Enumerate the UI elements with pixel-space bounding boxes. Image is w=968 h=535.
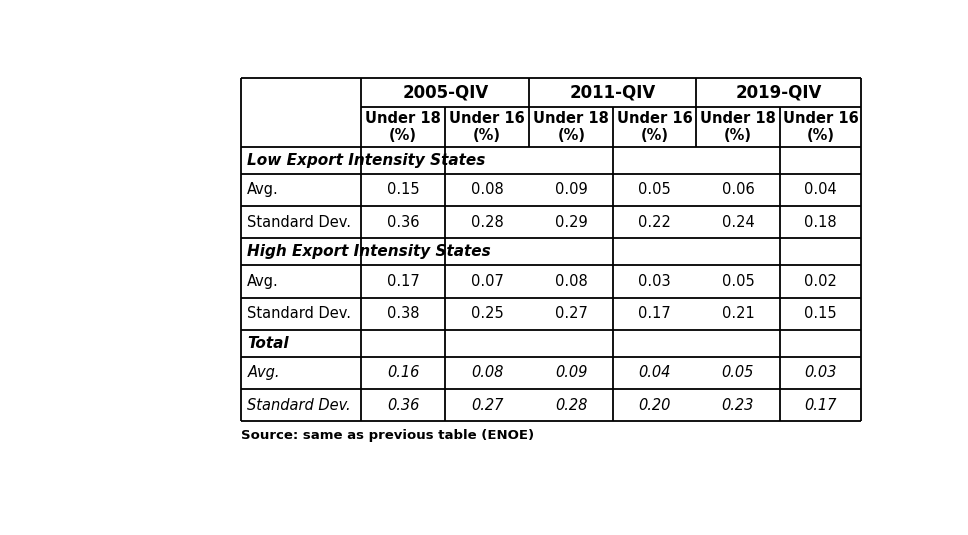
Text: Under 18: Under 18 bbox=[365, 111, 441, 126]
Text: 2011-QIV: 2011-QIV bbox=[569, 83, 656, 101]
Text: 0.08: 0.08 bbox=[555, 274, 588, 289]
Text: 0.05: 0.05 bbox=[721, 274, 754, 289]
Text: High Export Intensity States: High Export Intensity States bbox=[248, 244, 491, 259]
Text: 0.29: 0.29 bbox=[555, 215, 588, 230]
Text: (%): (%) bbox=[724, 128, 752, 143]
Text: (%): (%) bbox=[558, 128, 586, 143]
Text: 0.27: 0.27 bbox=[555, 306, 588, 321]
Text: Low Export Intensity States: Low Export Intensity States bbox=[248, 152, 486, 167]
Text: Under 16: Under 16 bbox=[449, 111, 525, 126]
Text: 0.04: 0.04 bbox=[639, 365, 671, 380]
Text: 0.27: 0.27 bbox=[471, 398, 503, 413]
Text: 0.28: 0.28 bbox=[555, 398, 588, 413]
Text: 0.21: 0.21 bbox=[721, 306, 754, 321]
Text: 0.23: 0.23 bbox=[722, 398, 754, 413]
Text: Avg.: Avg. bbox=[248, 274, 279, 289]
Text: 0.17: 0.17 bbox=[387, 274, 419, 289]
Text: (%): (%) bbox=[473, 128, 501, 143]
Text: Standard Dev.: Standard Dev. bbox=[248, 215, 351, 230]
Text: 0.07: 0.07 bbox=[470, 274, 503, 289]
Text: 0.28: 0.28 bbox=[470, 215, 503, 230]
Text: 0.09: 0.09 bbox=[555, 182, 588, 197]
Text: (%): (%) bbox=[806, 128, 834, 143]
Text: Standard Dev.: Standard Dev. bbox=[248, 398, 351, 413]
Text: Under 18: Under 18 bbox=[700, 111, 775, 126]
Text: 0.36: 0.36 bbox=[387, 215, 419, 230]
Text: Avg.: Avg. bbox=[248, 365, 280, 380]
Text: Total: Total bbox=[248, 336, 289, 351]
Text: 0.08: 0.08 bbox=[471, 365, 503, 380]
Text: 0.36: 0.36 bbox=[387, 398, 419, 413]
Text: 0.17: 0.17 bbox=[804, 398, 836, 413]
Text: 0.16: 0.16 bbox=[387, 365, 419, 380]
Text: 0.22: 0.22 bbox=[638, 215, 671, 230]
Text: (%): (%) bbox=[641, 128, 669, 143]
Text: Standard Dev.: Standard Dev. bbox=[248, 306, 351, 321]
Text: 0.25: 0.25 bbox=[470, 306, 503, 321]
Text: 0.04: 0.04 bbox=[804, 182, 836, 197]
Text: 0.15: 0.15 bbox=[804, 306, 836, 321]
Text: Source: same as previous table (ENOE): Source: same as previous table (ENOE) bbox=[241, 429, 534, 442]
Text: Under 16: Under 16 bbox=[782, 111, 859, 126]
Text: 0.15: 0.15 bbox=[387, 182, 419, 197]
Text: 0.08: 0.08 bbox=[470, 182, 503, 197]
Text: 0.02: 0.02 bbox=[804, 274, 837, 289]
Text: 0.06: 0.06 bbox=[721, 182, 754, 197]
Text: 0.03: 0.03 bbox=[638, 274, 671, 289]
Text: 0.17: 0.17 bbox=[638, 306, 671, 321]
Text: 0.05: 0.05 bbox=[638, 182, 671, 197]
Text: 0.03: 0.03 bbox=[804, 365, 836, 380]
Text: Avg.: Avg. bbox=[248, 182, 279, 197]
Text: (%): (%) bbox=[389, 128, 417, 143]
Text: Under 18: Under 18 bbox=[533, 111, 609, 126]
Text: 0.18: 0.18 bbox=[804, 215, 836, 230]
Text: 2005-QIV: 2005-QIV bbox=[403, 83, 489, 101]
Text: 0.24: 0.24 bbox=[721, 215, 754, 230]
Text: 0.09: 0.09 bbox=[555, 365, 588, 380]
Text: Under 16: Under 16 bbox=[617, 111, 692, 126]
Text: 2019-QIV: 2019-QIV bbox=[736, 83, 822, 101]
Text: 0.38: 0.38 bbox=[387, 306, 419, 321]
Text: 0.05: 0.05 bbox=[722, 365, 754, 380]
Text: 0.20: 0.20 bbox=[639, 398, 671, 413]
